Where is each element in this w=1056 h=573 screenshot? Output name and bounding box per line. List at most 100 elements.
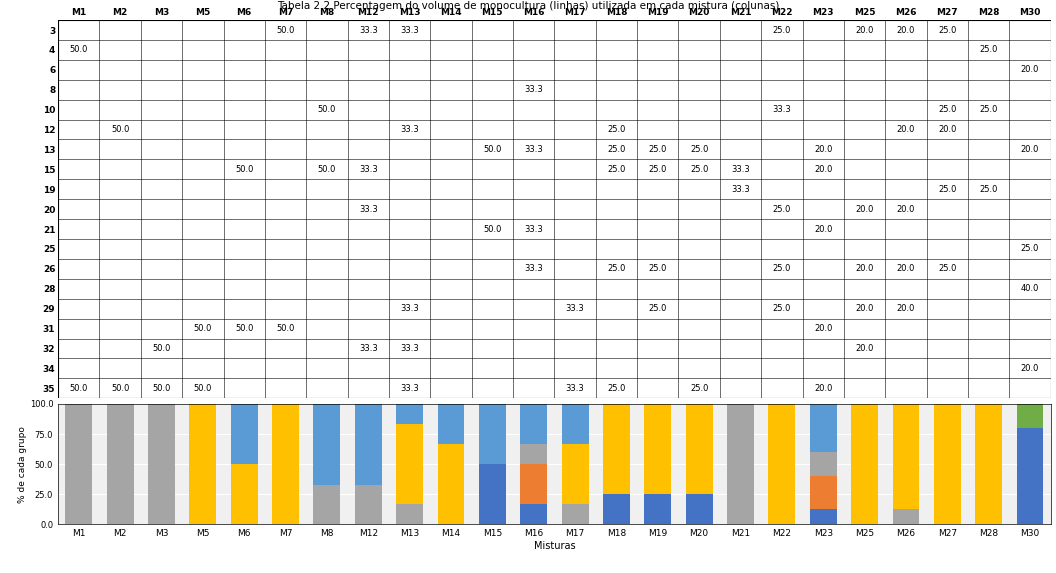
Text: 20.0: 20.0 (814, 225, 832, 234)
Text: 20.0: 20.0 (897, 125, 916, 134)
Text: 25.0: 25.0 (607, 165, 625, 174)
Text: 20.0: 20.0 (1021, 364, 1039, 373)
Text: 33.3: 33.3 (525, 264, 543, 273)
Text: 33.3: 33.3 (359, 165, 378, 174)
Bar (934, 404, 961, 524)
Text: 40.0: 40.0 (1021, 284, 1039, 293)
Text: 20.0: 20.0 (855, 344, 873, 353)
Bar (1017, 404, 1043, 428)
Text: 50.0: 50.0 (193, 324, 212, 333)
Text: 25.0: 25.0 (648, 165, 667, 174)
Text: 50.0: 50.0 (70, 45, 88, 54)
Text: 33.3: 33.3 (359, 26, 378, 34)
Bar (810, 452, 836, 476)
Text: 20.0: 20.0 (855, 264, 873, 273)
Text: 25.0: 25.0 (648, 264, 667, 273)
Bar (148, 404, 175, 524)
Bar (851, 404, 878, 524)
Text: 20.0: 20.0 (897, 304, 916, 313)
Text: 20.0: 20.0 (897, 264, 916, 273)
Bar (437, 404, 465, 444)
Y-axis label: % de cada grupo: % de cada grupo (18, 426, 26, 503)
Bar (769, 404, 795, 524)
Text: 25.0: 25.0 (607, 125, 625, 134)
Text: 20.0: 20.0 (814, 165, 832, 174)
Text: Tabela 2.2 Percentagem do volume de monocultura (linhas) utilizada em cada mistu: Tabela 2.2 Percentagem do volume de mono… (277, 1, 779, 11)
Bar (562, 444, 588, 504)
Text: 33.3: 33.3 (400, 125, 419, 134)
Text: 33.3: 33.3 (525, 85, 543, 94)
Text: 25.0: 25.0 (648, 304, 667, 313)
Text: 50.0: 50.0 (70, 384, 88, 393)
Bar (685, 494, 713, 524)
Text: 33.3: 33.3 (525, 145, 543, 154)
Text: 20.0: 20.0 (897, 205, 916, 214)
Bar (521, 504, 547, 524)
Bar (810, 509, 836, 524)
Bar (314, 404, 340, 485)
Text: 33.3: 33.3 (359, 344, 378, 353)
Bar (728, 404, 754, 524)
Text: 50.0: 50.0 (277, 324, 295, 333)
Text: 33.3: 33.3 (773, 105, 791, 114)
Bar (437, 444, 465, 524)
Text: 33.3: 33.3 (731, 165, 750, 174)
Text: 33.3: 33.3 (400, 26, 419, 34)
Text: 50.0: 50.0 (193, 384, 212, 393)
Text: 25.0: 25.0 (980, 45, 998, 54)
Text: 25.0: 25.0 (938, 185, 957, 194)
Bar (231, 464, 258, 524)
Text: 20.0: 20.0 (855, 304, 873, 313)
Bar (521, 444, 547, 464)
Text: 25.0: 25.0 (938, 264, 957, 273)
Bar (810, 404, 836, 452)
Text: 33.3: 33.3 (400, 344, 419, 353)
Text: 25.0: 25.0 (607, 264, 625, 273)
Text: 50.0: 50.0 (318, 105, 336, 114)
Bar (644, 404, 672, 494)
Text: 25.0: 25.0 (1021, 245, 1039, 253)
Text: 25.0: 25.0 (773, 26, 791, 34)
Text: 20.0: 20.0 (897, 26, 916, 34)
Bar (355, 485, 381, 524)
Text: 50.0: 50.0 (152, 344, 171, 353)
Text: 25.0: 25.0 (980, 105, 998, 114)
Bar (107, 404, 133, 524)
Bar (396, 425, 423, 504)
Bar (892, 404, 920, 509)
Text: 50.0: 50.0 (152, 384, 171, 393)
Text: 33.3: 33.3 (525, 225, 543, 234)
Text: 33.3: 33.3 (400, 304, 419, 313)
Text: 25.0: 25.0 (690, 165, 709, 174)
Bar (644, 494, 672, 524)
Bar (603, 404, 629, 494)
Text: 25.0: 25.0 (607, 145, 625, 154)
Text: 25.0: 25.0 (690, 384, 709, 393)
Text: 20.0: 20.0 (855, 26, 873, 34)
Bar (396, 404, 423, 425)
Text: 33.3: 33.3 (359, 205, 378, 214)
Text: 25.0: 25.0 (938, 105, 957, 114)
Text: 50.0: 50.0 (277, 26, 295, 34)
Text: 33.3: 33.3 (566, 384, 584, 393)
Text: 50.0: 50.0 (235, 324, 253, 333)
Text: 50.0: 50.0 (111, 384, 129, 393)
Bar (976, 404, 1002, 524)
Bar (603, 494, 629, 524)
Text: 50.0: 50.0 (484, 145, 502, 154)
Bar (272, 404, 299, 524)
Text: 25.0: 25.0 (773, 304, 791, 313)
Text: 33.3: 33.3 (731, 185, 750, 194)
Bar (65, 404, 92, 524)
Text: 50.0: 50.0 (111, 125, 129, 134)
Bar (479, 464, 506, 524)
Text: 25.0: 25.0 (648, 145, 667, 154)
X-axis label: Misturas: Misturas (533, 541, 576, 551)
Text: 33.3: 33.3 (566, 304, 584, 313)
Bar (396, 504, 423, 524)
Bar (521, 464, 547, 504)
Text: 25.0: 25.0 (773, 264, 791, 273)
Text: 25.0: 25.0 (938, 26, 957, 34)
Text: 25.0: 25.0 (607, 384, 625, 393)
Bar (562, 504, 588, 524)
